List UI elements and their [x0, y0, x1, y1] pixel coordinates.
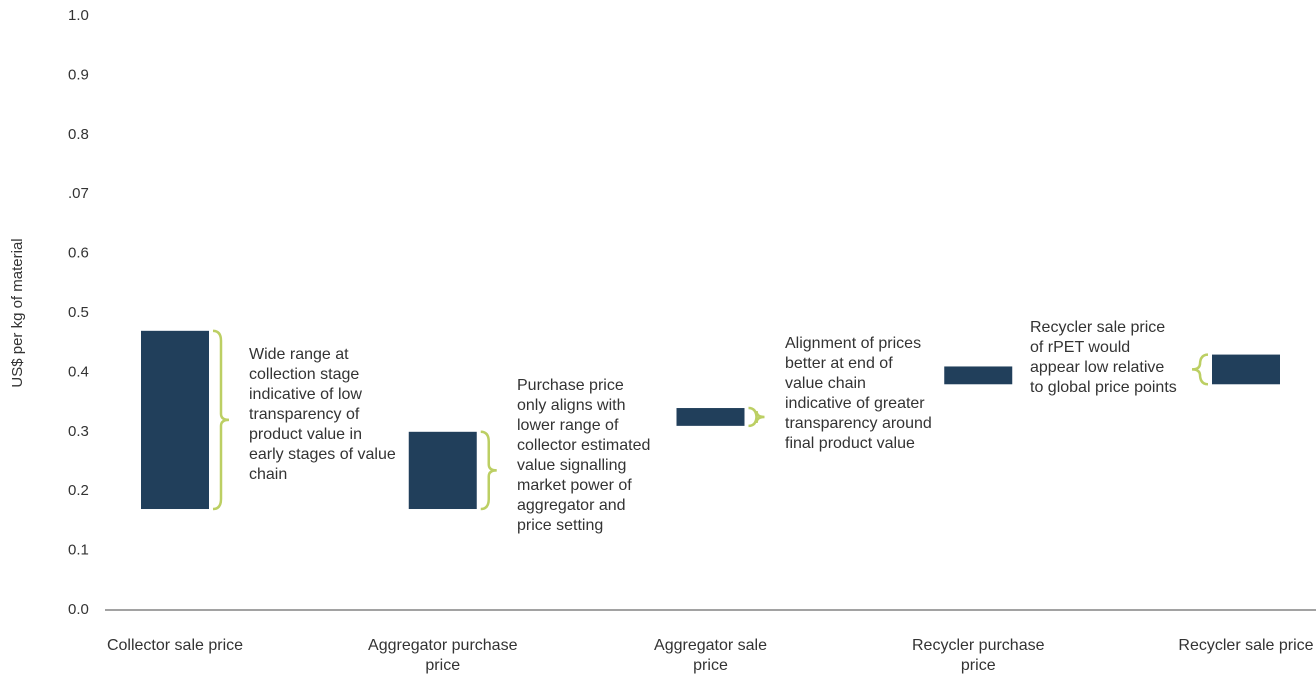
annotation-brace: [480, 430, 497, 511]
bar: [408, 431, 477, 510]
annotation: Wide range at collection stage indicativ…: [249, 346, 396, 483]
y-tick-label: .07: [68, 185, 89, 202]
y-tick-label: 0.2: [68, 482, 89, 499]
y-tick-label: 0.4: [68, 363, 89, 380]
bar: [944, 366, 1013, 385]
annotation: Alignment of prices better at end of val…: [785, 335, 932, 452]
annotation-brace: [1191, 353, 1209, 386]
x-tick-label: Collector sale price: [106, 637, 244, 654]
y-tick-label: 0.1: [68, 542, 89, 559]
bar: [676, 408, 745, 426]
bar: [1212, 354, 1280, 385]
annotation-brace: [212, 329, 230, 511]
x-tick-label: Aggregator sale price: [654, 637, 767, 674]
x-tick-label: Recycler purchase price: [912, 637, 1045, 674]
x-tick-label: Aggregator purchase price: [368, 637, 518, 674]
bar: [141, 330, 209, 510]
y-tick-label: 1.0: [68, 7, 89, 24]
annotation: Purchase price only aligns with lower ra…: [517, 377, 651, 534]
y-axis-label: US$ per kg of material: [9, 238, 26, 387]
y-tick-label: 0.8: [68, 126, 89, 143]
y-tick-label: 0.9: [68, 66, 89, 83]
y-tick-label: 0.3: [68, 423, 89, 440]
y-tick-label: 0.6: [68, 245, 89, 262]
annotation-brace: [748, 406, 765, 428]
annotation: Recycler sale price of rPET would appear…: [1030, 319, 1177, 396]
y-tick-label: 0.0: [68, 601, 89, 618]
x-tick-label: Recycler sale price: [1178, 637, 1314, 654]
y-tick-label: 0.5: [68, 304, 89, 321]
